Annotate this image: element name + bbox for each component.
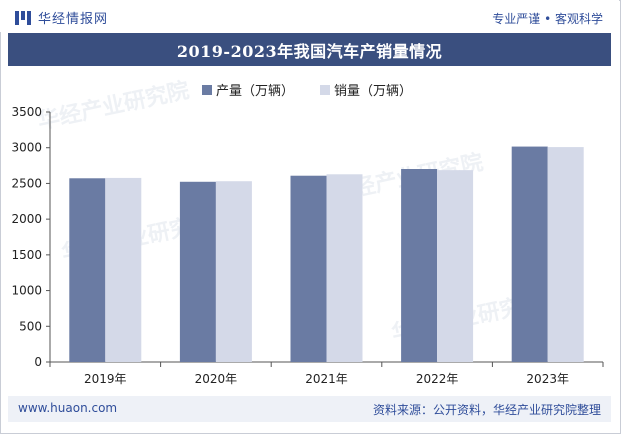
bar-production bbox=[511, 146, 548, 362]
bar-sales bbox=[326, 174, 363, 362]
y-tick-label: 3000 bbox=[11, 141, 42, 155]
chart-legend: 产量（万辆） 销量（万辆） bbox=[202, 80, 438, 99]
chart-title: 2019-2023年我国汽车产销量情况 bbox=[176, 41, 443, 61]
brand-logo-icon bbox=[15, 10, 31, 25]
legend-label-sales: 销量（万辆） bbox=[334, 84, 413, 99]
y-tick-label: 1000 bbox=[11, 284, 42, 298]
bar-sales bbox=[105, 177, 142, 362]
x-tick-label: 2021年 bbox=[305, 372, 348, 386]
footer-source-note: 资料来源：公开资料，华经产业研究院整理 bbox=[372, 403, 601, 417]
bar-production bbox=[179, 181, 216, 362]
legend-item-sales[interactable]: 销量（万辆） bbox=[320, 80, 412, 99]
y-tick-label: 1500 bbox=[11, 248, 42, 262]
x-tick-label: 2019年 bbox=[84, 372, 127, 386]
y-tick-label: 2000 bbox=[11, 212, 42, 226]
bar-production bbox=[69, 178, 106, 362]
x-tick-label: 2020年 bbox=[195, 372, 238, 386]
bar-production bbox=[290, 175, 327, 362]
footer-bar: www.huaon.com 资料来源：公开资料，华经产业研究院整理 bbox=[8, 396, 611, 422]
y-tick-label: 2500 bbox=[11, 176, 42, 190]
brand-name: 华经情报网 bbox=[38, 12, 109, 27]
legend-swatch-production bbox=[202, 84, 212, 95]
bar-production bbox=[401, 169, 438, 362]
y-tick-label: 500 bbox=[19, 319, 42, 333]
footer-url-link[interactable]: www.huaon.com bbox=[18, 401, 118, 415]
header-slogan: 专业严谨 • 客观科学 bbox=[492, 12, 603, 26]
legend-item-production[interactable]: 产量（万辆） bbox=[202, 80, 294, 99]
x-tick-label: 2022年 bbox=[416, 372, 459, 386]
header-bar: 华经情报网 专业严谨 • 客观科学 bbox=[0, 0, 619, 32]
bar-sales bbox=[215, 181, 252, 362]
legend-label-production: 产量（万辆） bbox=[216, 84, 295, 99]
bar-sales bbox=[547, 147, 584, 362]
bar-sales bbox=[437, 170, 474, 362]
x-tick-label: 2023年 bbox=[526, 372, 569, 386]
legend-swatch-sales bbox=[320, 84, 331, 95]
brand-logo[interactable]: 华经情报网 bbox=[14, 8, 108, 27]
y-tick-label: 3500 bbox=[11, 105, 42, 119]
y-tick-label: 0 bbox=[34, 355, 42, 369]
chart-title-bar: 2019-2023年我国汽车产销量情况 bbox=[8, 33, 611, 66]
